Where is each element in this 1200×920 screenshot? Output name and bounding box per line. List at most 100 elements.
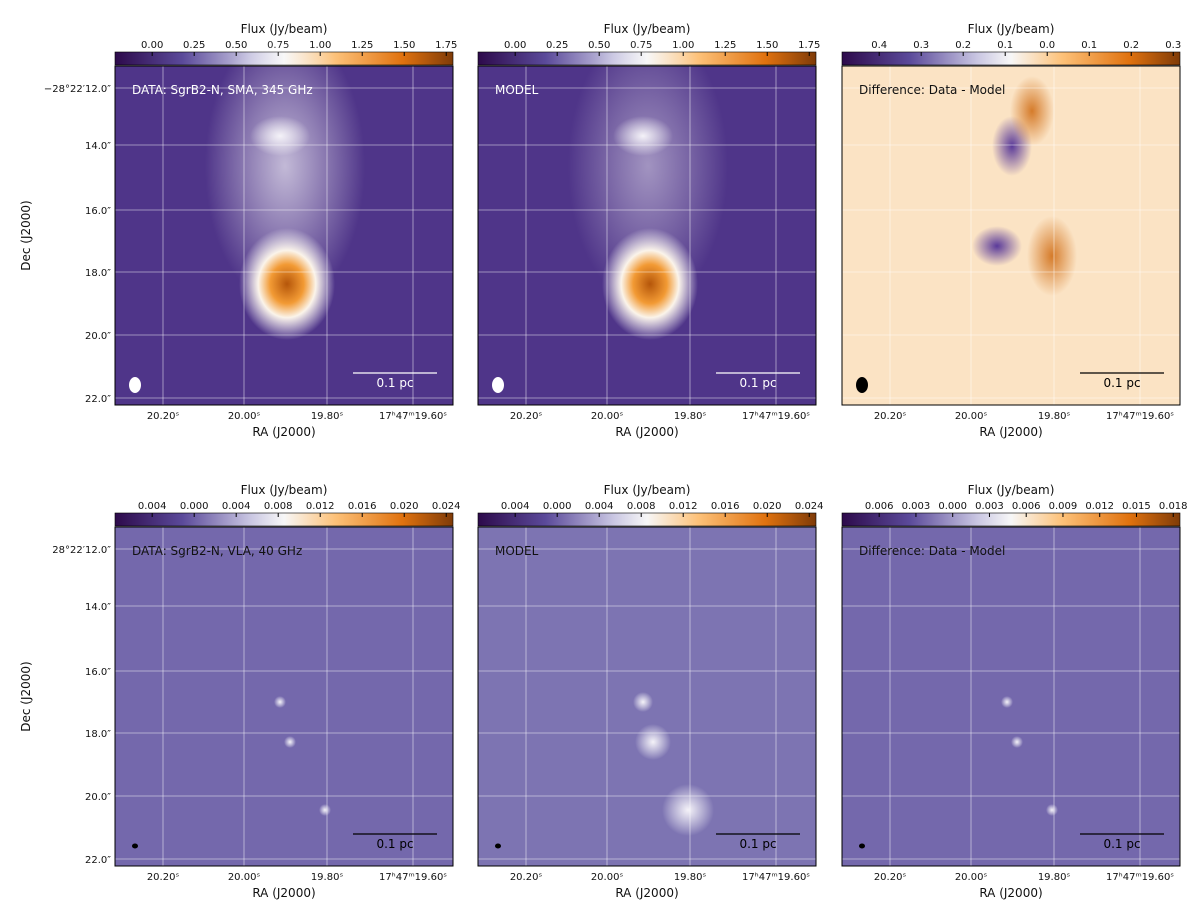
colorbar-tick-label: 0.008 <box>627 501 656 512</box>
colorbar-tick-label: 0.003 <box>975 501 1004 512</box>
colorbar-tick-label: 0.012 <box>306 501 335 512</box>
colorbar-tick-label: 0.2 <box>955 40 971 51</box>
colorbar-tick-label: 0.0 <box>1039 40 1055 51</box>
colorbar-tick-label: 0.006 <box>865 501 894 512</box>
residual <box>1027 216 1077 296</box>
x-tick-label: 19.80ˢ <box>311 411 344 422</box>
y-tick-label: 22.0″ <box>85 855 111 866</box>
x-tick-label: 19.80ˢ <box>1038 411 1071 422</box>
beam <box>495 843 501 849</box>
colorbar-tick-label: 1.50 <box>393 40 415 51</box>
colorbar-tick-label: 0.020 <box>753 501 782 512</box>
colorbar-tick-label: 0.024 <box>795 501 824 512</box>
frame <box>477 526 817 867</box>
colorbar-tick-label: 0.004 <box>222 501 251 512</box>
image-panel <box>115 26 453 405</box>
scale-bar-label: 0.1 pc <box>1103 837 1140 851</box>
image-panel <box>478 527 816 866</box>
colorbar-label: Flux (Jy/beam) <box>241 483 328 497</box>
y-tick-label: 16.0″ <box>85 667 111 678</box>
source <box>633 692 653 712</box>
colorbar-tick-label: 0.2 <box>1123 40 1139 51</box>
colorbar-tick-label: 1.50 <box>756 40 778 51</box>
residual <box>972 226 1022 266</box>
source <box>1011 736 1023 748</box>
scale-bar-label: 0.1 pc <box>376 376 413 390</box>
x-axis-label: RA (J2000) <box>252 425 315 439</box>
x-tick-label: 19.80ˢ <box>1038 872 1071 883</box>
source <box>635 724 671 760</box>
beam <box>859 843 865 849</box>
frame <box>477 65 817 406</box>
source <box>319 804 331 816</box>
x-axis-label: RA (J2000) <box>615 886 678 900</box>
colorbar <box>841 512 1181 527</box>
x-tick-label: 17ʰ47ᵐ19.60ˢ <box>742 872 810 883</box>
x-axis-label: RA (J2000) <box>252 886 315 900</box>
panel-label: Difference: Data - Model <box>859 83 1005 97</box>
x-tick-label: 19.80ˢ <box>674 872 707 883</box>
emission <box>205 26 365 306</box>
x-axis-label: RA (J2000) <box>979 886 1042 900</box>
colorbar-tick-label: 0.015 <box>1122 501 1151 512</box>
y-tick-label: 14.0″ <box>85 141 111 152</box>
colorbar-tick-label: 0.012 <box>669 501 698 512</box>
scale-bar-label: 0.1 pc <box>1103 376 1140 390</box>
colorbar-tick-label: 0.003 <box>902 501 931 512</box>
y-tick-label: 20.0″ <box>85 792 111 803</box>
x-tick-label: 19.80ˢ <box>674 411 707 422</box>
frame <box>841 526 1181 867</box>
panel-label: MODEL <box>495 544 539 558</box>
source <box>274 696 286 708</box>
panel-label: MODEL <box>495 83 539 97</box>
y-tick-label: 18.0″ <box>85 268 111 279</box>
colorbar-tick-label: 0.3 <box>913 40 929 51</box>
colorbar <box>477 512 817 527</box>
colorbar-tick-label: 0.000 <box>938 501 967 512</box>
colorbar-tick-label: 1.25 <box>351 40 373 51</box>
emission <box>250 116 310 156</box>
y-tick-label: −28°22′12.0″ <box>44 84 111 95</box>
image-panel <box>478 26 816 405</box>
y-axis-label: Dec (J2000) <box>19 661 33 731</box>
colorbar-label: Flux (Jy/beam) <box>604 483 691 497</box>
colorbar-tick-label: 0.009 <box>1049 501 1078 512</box>
x-tick-label: 20.00ˢ <box>591 411 624 422</box>
x-tick-label: 20.20ˢ <box>510 411 543 422</box>
image-background <box>842 527 1180 866</box>
colorbar-tick-label: 1.75 <box>798 40 820 51</box>
colorbar-label: Flux (Jy/beam) <box>968 483 1055 497</box>
emission <box>239 228 335 340</box>
colorbar-tick-label: 0.008 <box>264 501 293 512</box>
source <box>662 784 714 836</box>
colorbar-tick-label: 0.1 <box>997 40 1013 51</box>
scale-bar-label: 0.1 pc <box>376 837 413 851</box>
colorbar-tick-label: 0.1 <box>1081 40 1097 51</box>
beam <box>492 377 504 393</box>
y-tick-label: 22.0″ <box>85 394 111 405</box>
colorbar-tick-label: 0.004 <box>501 501 530 512</box>
colorbar-tick-label: 0.016 <box>348 501 377 512</box>
image-panel <box>115 527 453 866</box>
colorbar-tick-label: 1.25 <box>714 40 736 51</box>
frame <box>841 65 1181 406</box>
y-axis-label: Dec (J2000) <box>19 200 33 270</box>
emission <box>613 116 673 156</box>
colorbar-tick-label: 0.020 <box>390 501 419 512</box>
y-tick-label: 16.0″ <box>85 206 111 217</box>
x-tick-label: 20.00ˢ <box>591 872 624 883</box>
colorbar <box>114 512 454 527</box>
x-tick-label: 20.00ˢ <box>228 411 261 422</box>
y-tick-label: 28°22′12.0″ <box>52 545 111 556</box>
colorbar-tick-label: 0.4 <box>871 40 887 51</box>
scale-bar-label: 0.1 pc <box>739 376 776 390</box>
frame <box>114 526 454 867</box>
emission <box>568 26 728 306</box>
panel-label: DATA: SgrB2-N, VLA, 40 GHz <box>132 544 302 558</box>
source <box>1046 804 1058 816</box>
colorbar-tick-label: 0.004 <box>138 501 167 512</box>
colorbar-tick-label: 0.000 <box>543 501 572 512</box>
panel-label: Difference: Data - Model <box>859 544 1005 558</box>
x-tick-label: 20.20ˢ <box>874 411 907 422</box>
